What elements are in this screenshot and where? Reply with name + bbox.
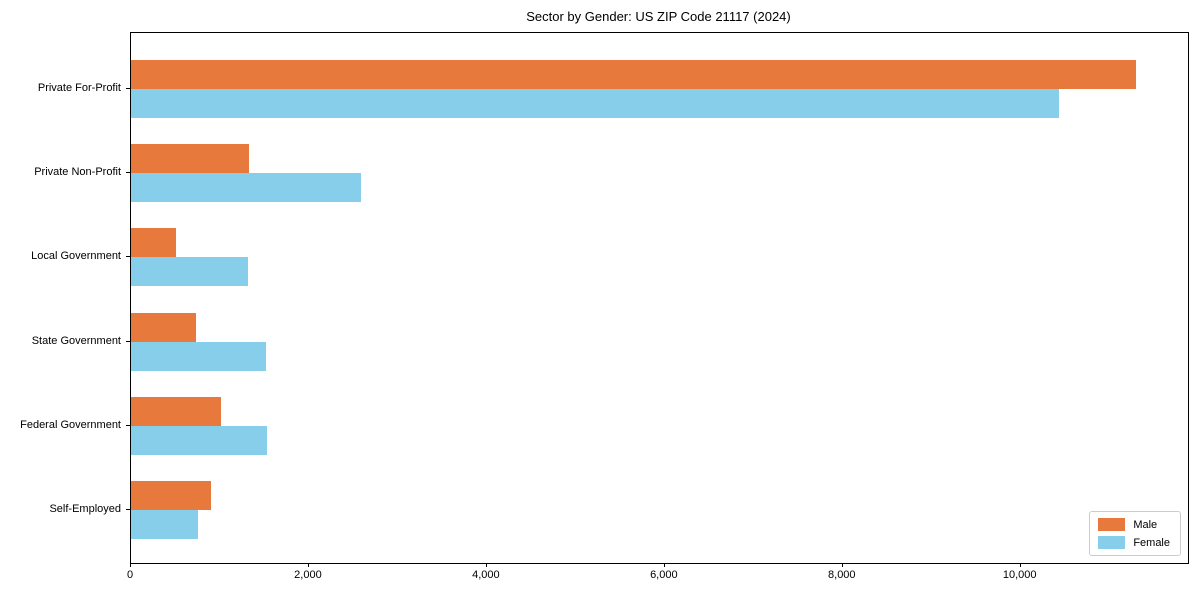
bar-male-local-government <box>131 228 176 258</box>
x-axis-tick-mark <box>307 563 309 567</box>
y-axis-tick-mark <box>126 256 130 258</box>
x-axis-tick-mark <box>1019 563 1021 567</box>
x-axis-tick-label: 6,000 <box>650 569 678 581</box>
x-axis-tick-mark <box>485 563 487 567</box>
x-axis-tick-label: 4,000 <box>472 569 500 581</box>
y-axis-tick-mark <box>126 340 130 342</box>
bar-male-private-for-profit <box>131 60 1137 89</box>
legend-item-male: Male <box>1098 518 1170 531</box>
bar-female-private-for-profit <box>131 89 1059 118</box>
y-axis-tick-mark <box>126 172 130 174</box>
bar-female-local-government <box>131 257 249 287</box>
x-axis-tick-mark <box>130 563 131 567</box>
legend-swatch-female <box>1098 536 1126 549</box>
y-axis-label-federal-government: Federal Government <box>20 418 121 431</box>
bar-male-federal-government <box>131 396 221 426</box>
bar-female-federal-government <box>131 425 268 455</box>
x-axis-tick-mark <box>841 563 843 567</box>
y-axis-tick-mark <box>126 88 130 89</box>
y-axis-tick-mark <box>126 424 130 426</box>
bar-male-self-employed <box>131 481 212 510</box>
chart-title: Sector by Gender: US ZIP Code 21117 (202… <box>526 9 791 24</box>
y-axis-label-private-for-profit: Private For-Profit <box>37 82 121 94</box>
y-axis-label-private-non-profit: Private Non-Profit <box>34 166 121 179</box>
legend-item-female: Female <box>1098 536 1170 549</box>
plot-area <box>130 32 1189 564</box>
x-axis-tick-label: 10,000 <box>1002 569 1037 581</box>
bar-female-self-employed <box>131 510 198 539</box>
bar-male-state-government <box>131 312 197 342</box>
x-axis-tick-label: 2,000 <box>294 569 322 581</box>
legend-label-male: Male <box>1133 518 1158 531</box>
y-axis-label-self-employed: Self-Employed <box>49 503 121 515</box>
legend: Male Female <box>1089 511 1181 556</box>
y-axis-label-state-government: State Government <box>31 334 121 347</box>
x-axis-tick-label: 8,000 <box>828 569 856 581</box>
x-axis-tick-mark <box>663 563 665 567</box>
y-axis-label-local-government: Local Government <box>31 250 121 263</box>
legend-swatch-male <box>1098 518 1126 531</box>
bar-female-state-government <box>131 341 267 371</box>
y-axis-tick-mark <box>126 509 130 510</box>
legend-label-female: Female <box>1133 536 1170 549</box>
bar-female-private-non-profit <box>131 173 361 203</box>
x-axis-tick-label: 0 <box>126 569 134 581</box>
bar-male-private-non-profit <box>131 144 250 174</box>
